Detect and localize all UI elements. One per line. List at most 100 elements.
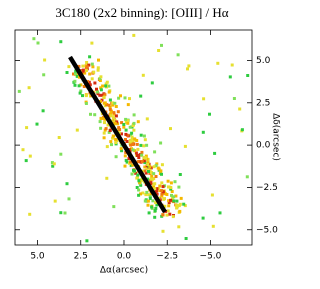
map-pixel — [87, 63, 91, 67]
map-pixel — [108, 105, 112, 109]
map-pixel — [90, 77, 94, 81]
y-tick-label: −2.5 — [256, 183, 278, 193]
map-pixel — [146, 177, 150, 181]
map-pixel — [129, 143, 133, 147]
map-pixel — [85, 239, 89, 243]
map-pixel — [126, 103, 130, 107]
map-pixel — [160, 192, 164, 196]
map-pixel — [171, 215, 175, 219]
map-pixel — [117, 96, 121, 100]
y-tick-label: −5.0 — [256, 225, 278, 235]
map-pixel — [133, 137, 137, 141]
map-pixel — [153, 215, 157, 219]
map-pixel — [125, 160, 129, 164]
map-pixel — [99, 116, 103, 120]
map-pixel — [172, 195, 176, 199]
map-pixel — [169, 127, 172, 131]
map-pixel — [78, 91, 82, 95]
map-pixel — [114, 155, 118, 159]
map-pixel — [154, 175, 158, 178]
x-tick-label: 2.5 — [74, 252, 88, 262]
map-pixel — [166, 209, 170, 213]
map-pixel — [67, 197, 71, 201]
map-pixel — [143, 138, 147, 142]
map-pixel — [63, 211, 67, 215]
map-pixel — [83, 71, 87, 75]
map-pixel — [139, 179, 143, 183]
map-pixel — [104, 84, 108, 88]
map-pixel — [118, 128, 122, 131]
map-pixel — [93, 81, 97, 85]
map-pixel — [35, 122, 39, 126]
map-pixel — [108, 129, 112, 132]
x-tick-label: −2.5 — [156, 252, 178, 262]
map-pixel — [93, 113, 97, 117]
map-pixel — [75, 74, 79, 78]
map-pixel — [131, 143, 135, 146]
map-pixel — [140, 150, 144, 154]
y-axis-label: Δδ(arcsec) — [271, 113, 281, 161]
map-pixel — [178, 209, 182, 213]
map-pixel — [165, 193, 169, 196]
y-tick-label: 0.0 — [256, 141, 271, 151]
map-pixel — [128, 125, 132, 129]
map-pixel — [99, 88, 103, 92]
map-pixel — [107, 130, 111, 134]
map-pixel — [87, 80, 91, 84]
map-pixel — [81, 68, 85, 72]
map-pixel — [147, 211, 151, 215]
map-pixel — [103, 93, 107, 97]
map-pixel — [103, 101, 107, 105]
map-pixel — [111, 136, 115, 140]
map-pixel — [146, 203, 150, 207]
map-pixel — [174, 194, 178, 198]
map-pixel — [132, 168, 135, 172]
map-pixel — [124, 150, 128, 154]
map-pixel — [148, 168, 152, 172]
map-pixel — [161, 213, 165, 217]
map-pixel — [182, 202, 186, 206]
map-pixel — [246, 74, 250, 77]
map-pixel — [120, 132, 123, 136]
map-pixel — [139, 143, 143, 147]
map-pixel — [135, 139, 139, 142]
map-pixel — [92, 70, 96, 74]
map-pixel — [124, 128, 128, 132]
map-pixel — [210, 193, 214, 197]
map-pixel — [154, 190, 158, 194]
map-pixel — [111, 134, 115, 138]
map-pixel — [119, 94, 122, 98]
page: {"chart_data": {"type": "image", "title"… — [14, 4, 281, 276]
map-pixel — [134, 151, 138, 155]
map-pixel — [137, 188, 141, 192]
map-pixel — [50, 161, 54, 165]
map-pixel — [124, 117, 128, 121]
map-pixel — [128, 97, 131, 101]
map-pixel — [136, 175, 139, 179]
map-pixel — [134, 171, 138, 175]
map-pixel — [88, 72, 92, 76]
map-pixel — [147, 170, 150, 173]
map-pixel — [140, 160, 144, 163]
map-pixel — [21, 148, 25, 152]
map-pixel — [170, 193, 173, 197]
map-pixel — [232, 97, 236, 100]
map-pixel — [177, 225, 181, 229]
map-pixel — [155, 162, 159, 166]
map-pixel — [67, 65, 71, 69]
map-pixel — [73, 83, 77, 87]
map-pixel — [175, 199, 179, 203]
map-pixel — [168, 212, 172, 216]
map-pixel — [109, 114, 113, 118]
map-pixel — [79, 89, 83, 93]
map-pixel — [126, 121, 130, 125]
map-pixel — [120, 149, 124, 153]
map-pixel — [136, 173, 140, 177]
map-pixel — [177, 204, 181, 208]
map-pixel — [109, 112, 112, 116]
map-pixel — [107, 90, 111, 94]
slit-line — [68, 55, 167, 214]
map-pixel — [143, 169, 147, 173]
map-pixel — [112, 112, 116, 116]
map-pixel — [179, 196, 183, 200]
